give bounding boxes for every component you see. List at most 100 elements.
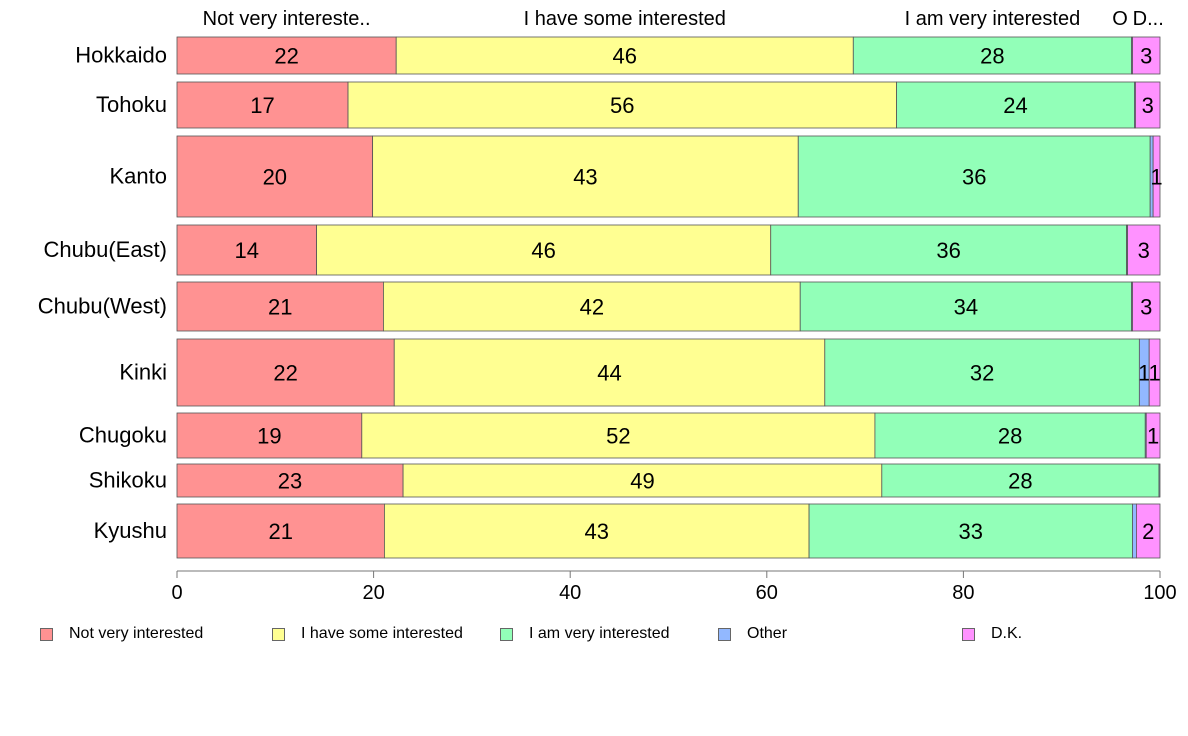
bar-segment <box>1132 503 1137 559</box>
x-tick-label: 80 <box>952 582 974 600</box>
legend-item: Other <box>718 624 787 644</box>
bar-value-label: 34 <box>954 295 978 320</box>
bar-value-label: 1 <box>1148 361 1160 386</box>
legend-label: Other <box>747 625 788 642</box>
bar-segment <box>372 135 799 218</box>
bar-value-label: 21 <box>268 519 292 544</box>
legend-label: Not very interested <box>69 625 204 642</box>
top-column-label: O <box>1112 8 1128 30</box>
x-tick-label: 20 <box>362 582 384 600</box>
bar-segment <box>799 281 1132 332</box>
bar-value-label: 49 <box>630 469 654 494</box>
bar-value-label: 28 <box>1008 469 1032 494</box>
legend-item: D.K. <box>962 624 1022 644</box>
bar-value-label: 3 <box>1140 44 1152 69</box>
bar-value-label: 23 <box>278 469 302 494</box>
top-column-label: I am very interested <box>905 8 1081 30</box>
category-label: Shikoku <box>89 468 167 493</box>
bar-segment <box>1127 224 1161 276</box>
legend-item: Not very interested <box>40 624 203 644</box>
top-column-label: D... <box>1133 8 1164 30</box>
bar-value-label: 33 <box>959 519 983 544</box>
category-label: Chugoku <box>79 423 167 448</box>
bar-value-label: 56 <box>610 93 634 118</box>
bar-segment <box>1148 338 1161 407</box>
bar-value-label: 21 <box>268 295 292 320</box>
bar-segment <box>808 503 1133 559</box>
bar-segment <box>176 81 349 129</box>
bar-value-label: 46 <box>613 44 637 69</box>
bar-value-label: 1 <box>1138 361 1150 386</box>
bar-value-label: 43 <box>573 165 597 190</box>
stacked-bar-chart: Not very intereste.. I have some interest… <box>38 8 1177 600</box>
bar-value-label: 43 <box>584 519 608 544</box>
bar-segment <box>402 463 883 498</box>
legend-label: I have some interested <box>301 625 463 642</box>
bar-segment <box>1132 36 1161 75</box>
bar-value-label: 28 <box>998 424 1022 449</box>
bar-value-label: 22 <box>273 361 297 386</box>
bar-value-label: 19 <box>257 424 281 449</box>
bar-segment <box>361 412 876 459</box>
bar-segment <box>1135 81 1161 129</box>
bar-value-label: 24 <box>1003 93 1027 118</box>
bar-segment <box>176 338 395 407</box>
x-tick-label: 40 <box>559 582 581 600</box>
bar-segment <box>824 338 1140 407</box>
legend-item: I have some interested <box>272 624 463 644</box>
category-label: Chubu(East) <box>43 237 167 262</box>
bar-segment <box>1136 503 1161 559</box>
bar-value-label: 46 <box>531 238 555 263</box>
legend-swatch <box>40 627 53 641</box>
legend-swatch <box>962 627 975 641</box>
bar-segment <box>176 412 363 459</box>
legend-label: D.K. <box>991 625 1023 642</box>
bar-value-label: 1 <box>1150 165 1162 190</box>
legend-label: I am very interested <box>529 625 670 642</box>
bar-value-label: 3 <box>1140 295 1152 320</box>
bar-segment <box>1145 412 1161 459</box>
bar-segment <box>383 281 801 332</box>
bar-segment <box>347 81 897 129</box>
legend-item: I am very interested <box>500 624 670 644</box>
bar-value-label: 1 <box>1147 424 1159 449</box>
bar-segment <box>874 412 1146 459</box>
bar-value-label: 2 <box>1142 519 1154 544</box>
bar-value-label: 36 <box>962 165 986 190</box>
bar-value-label: 42 <box>580 295 604 320</box>
bar-value-label: 17 <box>250 93 274 118</box>
bar-segment <box>1152 135 1161 218</box>
bar-segment <box>852 36 1132 75</box>
bar-segment <box>316 224 772 276</box>
bar-segment <box>176 503 385 559</box>
bar-segment <box>1158 463 1161 498</box>
bar-value-label: 32 <box>970 361 994 386</box>
top-column-label: Not very intereste.. <box>203 8 371 30</box>
bar-value-label: 22 <box>274 44 298 69</box>
category-label: Kyushu <box>94 518 167 543</box>
bar-value-label: 52 <box>606 424 630 449</box>
bar-segment <box>393 338 826 407</box>
bar-segment <box>881 463 1160 498</box>
bar-value-label: 3 <box>1142 93 1154 118</box>
bar-segment <box>395 36 854 75</box>
bar-value-label: 3 <box>1138 238 1150 263</box>
bar-segment <box>176 224 317 276</box>
category-label: Chubu(West) <box>38 294 167 319</box>
legend: Not very interested I have some intereste… <box>40 624 1140 646</box>
bar-value-label: 44 <box>597 361 621 386</box>
category-label: Hokkaido <box>75 43 167 68</box>
category-label: Kanto <box>110 164 168 189</box>
bar-segment <box>384 503 810 559</box>
legend-swatch <box>500 627 513 641</box>
bar-segment <box>896 81 1135 129</box>
category-label: Kinki <box>119 360 167 385</box>
bar-value-label: 36 <box>936 238 960 263</box>
bar-segment <box>1132 281 1161 332</box>
bar-value-label: 20 <box>263 165 287 190</box>
bar-value-label: 14 <box>235 238 259 263</box>
legend-swatch <box>272 627 285 641</box>
x-tick-label: 60 <box>756 582 778 600</box>
bar-segment <box>176 135 374 218</box>
category-label: Tohoku <box>96 92 167 117</box>
